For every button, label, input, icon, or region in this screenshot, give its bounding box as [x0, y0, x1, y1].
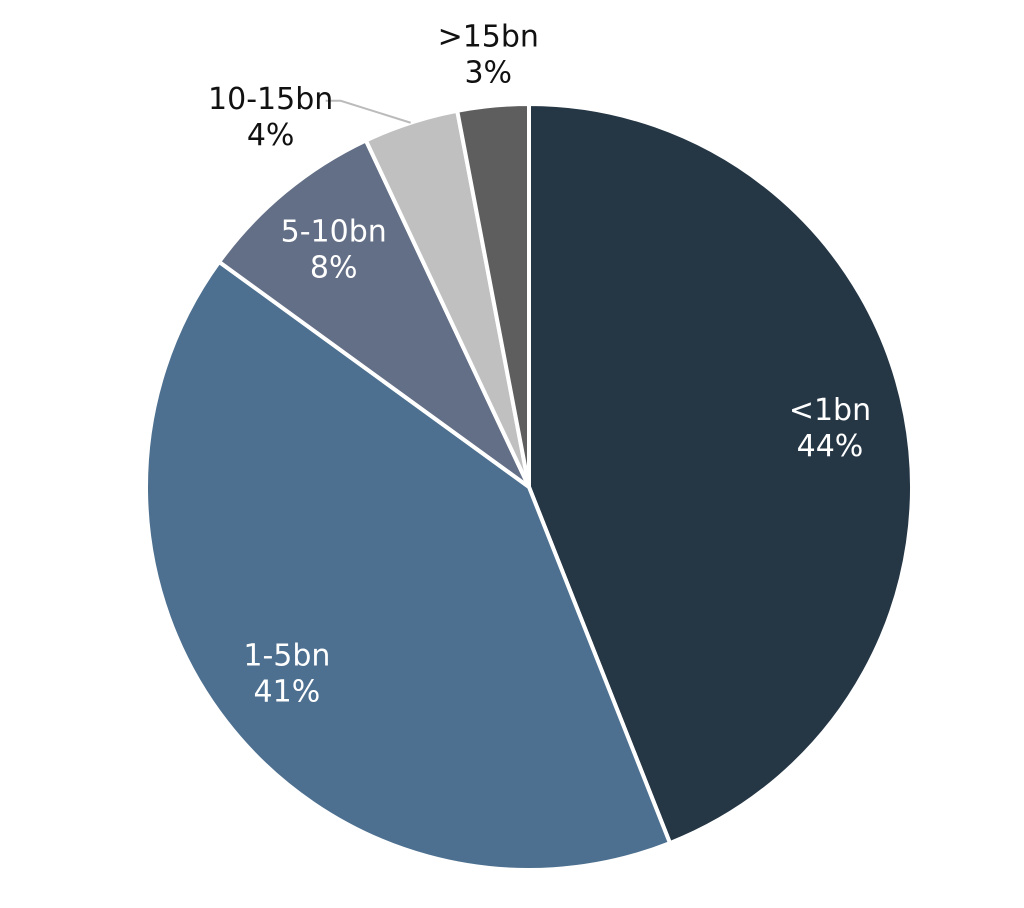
value-label: 8%: [310, 250, 358, 285]
slice-label: 1-5bn: [243, 638, 330, 673]
pie-slice: [144, 259, 673, 872]
value-label: 41%: [254, 674, 321, 709]
leader-line: [325, 99, 411, 124]
pie-slice: [454, 101, 531, 488]
value-label: 44%: [797, 429, 864, 464]
slice-label: >15bn: [438, 20, 539, 55]
value-label: 3%: [464, 56, 512, 91]
slice-label: 5-10bn: [281, 214, 387, 249]
pie-slice: [527, 101, 914, 846]
pie-slice: [216, 137, 531, 489]
value-label: 4%: [247, 118, 295, 153]
slice-label: <1bn: [789, 393, 871, 428]
slice-label: 10-15bn: [208, 82, 333, 117]
